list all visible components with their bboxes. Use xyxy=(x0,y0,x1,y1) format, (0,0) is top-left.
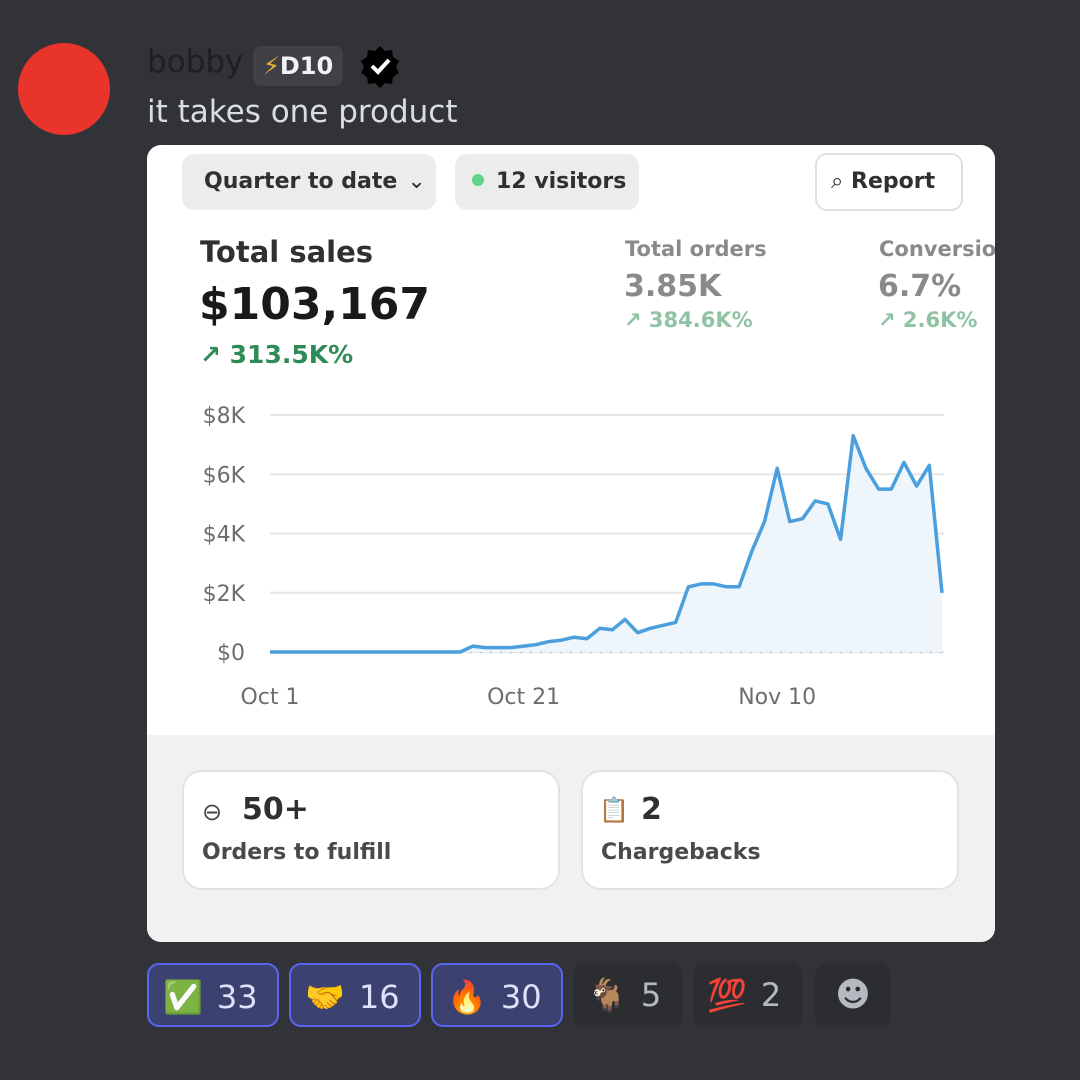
reaction-count: 16 xyxy=(358,978,400,1016)
summary-value: 2 xyxy=(641,792,662,827)
chart: $0 $2K $4K $6K $8K Oct 1 Oct 21 Nov 10 xyxy=(203,404,944,710)
reaction[interactable]: 🤝 16 xyxy=(289,963,421,1027)
reaction[interactable]: ✅ 33 xyxy=(147,963,279,1027)
x-tick-label: Oct 1 xyxy=(240,685,299,710)
metric-change: ↗ 313.5K% xyxy=(200,340,354,369)
summary-label: Chargebacks xyxy=(601,840,761,865)
report-text: Report xyxy=(851,169,936,194)
x-tick-label: Oct 21 xyxy=(487,685,560,710)
metric-change: ↗ 384.6K% xyxy=(624,308,753,332)
message-text: it takes one product xyxy=(147,94,458,130)
reaction-count: 5 xyxy=(640,976,662,1014)
y-tick-label: $0 xyxy=(217,641,245,666)
metric-label: Total orders xyxy=(625,237,767,261)
reaction[interactable]: 🐐 5 xyxy=(573,963,683,1027)
reaction-emoji: 🤝 xyxy=(305,978,345,1016)
reaction-emoji: 🔥 xyxy=(447,978,487,1016)
y-tick-label: $8K xyxy=(203,404,246,429)
reaction-count: 30 xyxy=(500,978,542,1016)
x-tick-label: Nov 10 xyxy=(738,685,816,710)
metric-label: Conversio xyxy=(879,237,995,261)
reaction[interactable]: 💯 2 xyxy=(693,963,803,1027)
summary-label: Orders to fulfill xyxy=(202,840,392,865)
metric-change-text: 384.6K% xyxy=(648,308,753,332)
tag-text: D10 xyxy=(279,52,334,80)
range-button[interactable]: Quarter to date ⌄ xyxy=(182,154,436,210)
add-reaction[interactable]: ☻ xyxy=(815,963,891,1027)
reaction-emoji: ✅ xyxy=(163,978,203,1016)
reaction-emoji: 🐐 xyxy=(587,976,627,1014)
reaction-count: 33 xyxy=(216,978,258,1016)
y-tick-label: $2K xyxy=(203,582,246,607)
tag: ⚡D10 xyxy=(253,46,344,86)
reaction[interactable]: 🔥 30 xyxy=(431,963,563,1027)
metric-value: 3.85K xyxy=(624,269,722,304)
metric-change: ↗ 2.6K% xyxy=(878,308,978,332)
visitors-text: 12 visitors xyxy=(496,169,627,194)
avatar[interactable] xyxy=(18,43,110,135)
metric-label: Total sales xyxy=(200,235,374,269)
reaction-count: 2 xyxy=(760,976,782,1014)
report-button[interactable]: ⌕ Report xyxy=(815,153,963,211)
summary-value: 50+ xyxy=(242,792,309,827)
dashboard-card: Quarter to date ⌄ 12 visitors ⌕ Report To… xyxy=(147,145,995,942)
metric-value: 6.7% xyxy=(878,269,962,304)
metric-value: $103,167 xyxy=(199,279,431,330)
metric-change-text: 2.6K% xyxy=(902,308,978,332)
visitors-pill[interactable]: 12 visitors xyxy=(455,154,639,210)
verified-badge xyxy=(361,46,399,88)
range-text: Quarter to date xyxy=(204,169,398,194)
author[interactable]: bobby xyxy=(147,44,244,80)
reaction-emoji: 💯 xyxy=(707,976,747,1014)
metric-change-text: 313.5K% xyxy=(229,340,354,369)
summary-card[interactable]: 📋 2 Chargebacks xyxy=(581,770,959,890)
y-tick-label: $4K xyxy=(203,523,246,548)
y-tick-label: $6K xyxy=(203,463,246,488)
line xyxy=(270,433,944,654)
area xyxy=(270,435,942,652)
summary-card[interactable]: ⊖ 50+ Orders to fulfill xyxy=(182,770,560,890)
